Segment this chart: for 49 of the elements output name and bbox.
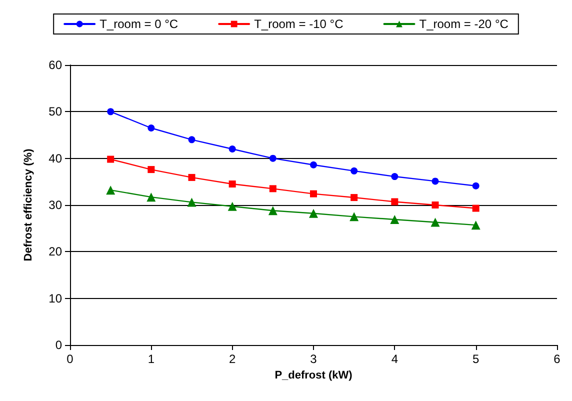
y-tick-label: 40 <box>48 151 62 166</box>
point <box>188 136 196 144</box>
legend-label: T_room = -10 °C <box>254 17 344 31</box>
x-axis-title: P_defrost (kW) <box>274 369 353 382</box>
point <box>269 185 276 192</box>
point <box>391 198 398 206</box>
point <box>148 166 155 174</box>
point <box>430 218 440 227</box>
point <box>390 214 400 224</box>
x-tick-label: 4 <box>391 352 398 366</box>
point <box>107 108 114 116</box>
point <box>107 156 114 163</box>
x-tick-label: 6 <box>554 352 561 366</box>
point <box>391 173 398 180</box>
x-tick-label: 3 <box>310 352 318 366</box>
point <box>228 202 237 211</box>
point <box>146 192 156 202</box>
point <box>269 154 276 162</box>
point <box>187 198 196 207</box>
point <box>350 212 359 222</box>
point <box>472 204 480 212</box>
x-tick-label: 5 <box>472 352 480 366</box>
point <box>106 186 116 195</box>
point <box>432 178 439 185</box>
point <box>472 182 480 190</box>
point <box>310 161 317 168</box>
y-tick-label: 20 <box>48 244 62 259</box>
point <box>228 180 236 188</box>
x-tick-label: 1 <box>148 352 155 366</box>
point <box>228 146 236 152</box>
point <box>350 167 358 174</box>
legend-label: T_room = 0 °C <box>100 17 178 31</box>
point <box>148 124 155 132</box>
point <box>471 220 480 230</box>
y-tick-label: 50 <box>48 104 62 119</box>
point <box>432 202 439 208</box>
x-tick-label: 0 <box>66 352 74 366</box>
y-tick-label: 0 <box>55 338 62 352</box>
point <box>350 194 358 202</box>
x-tick-label: 2 <box>228 352 236 366</box>
point <box>310 190 317 198</box>
point <box>188 174 196 181</box>
y-tick-label: 30 <box>48 198 62 212</box>
y-axis-title: Defrost efficiency (%) <box>22 148 34 262</box>
legend-label: T_room = -20 °C <box>419 17 509 31</box>
point <box>309 208 318 218</box>
point <box>268 206 278 216</box>
y-tick-label: 60 <box>48 58 62 72</box>
y-tick-label: 10 <box>48 291 62 306</box>
